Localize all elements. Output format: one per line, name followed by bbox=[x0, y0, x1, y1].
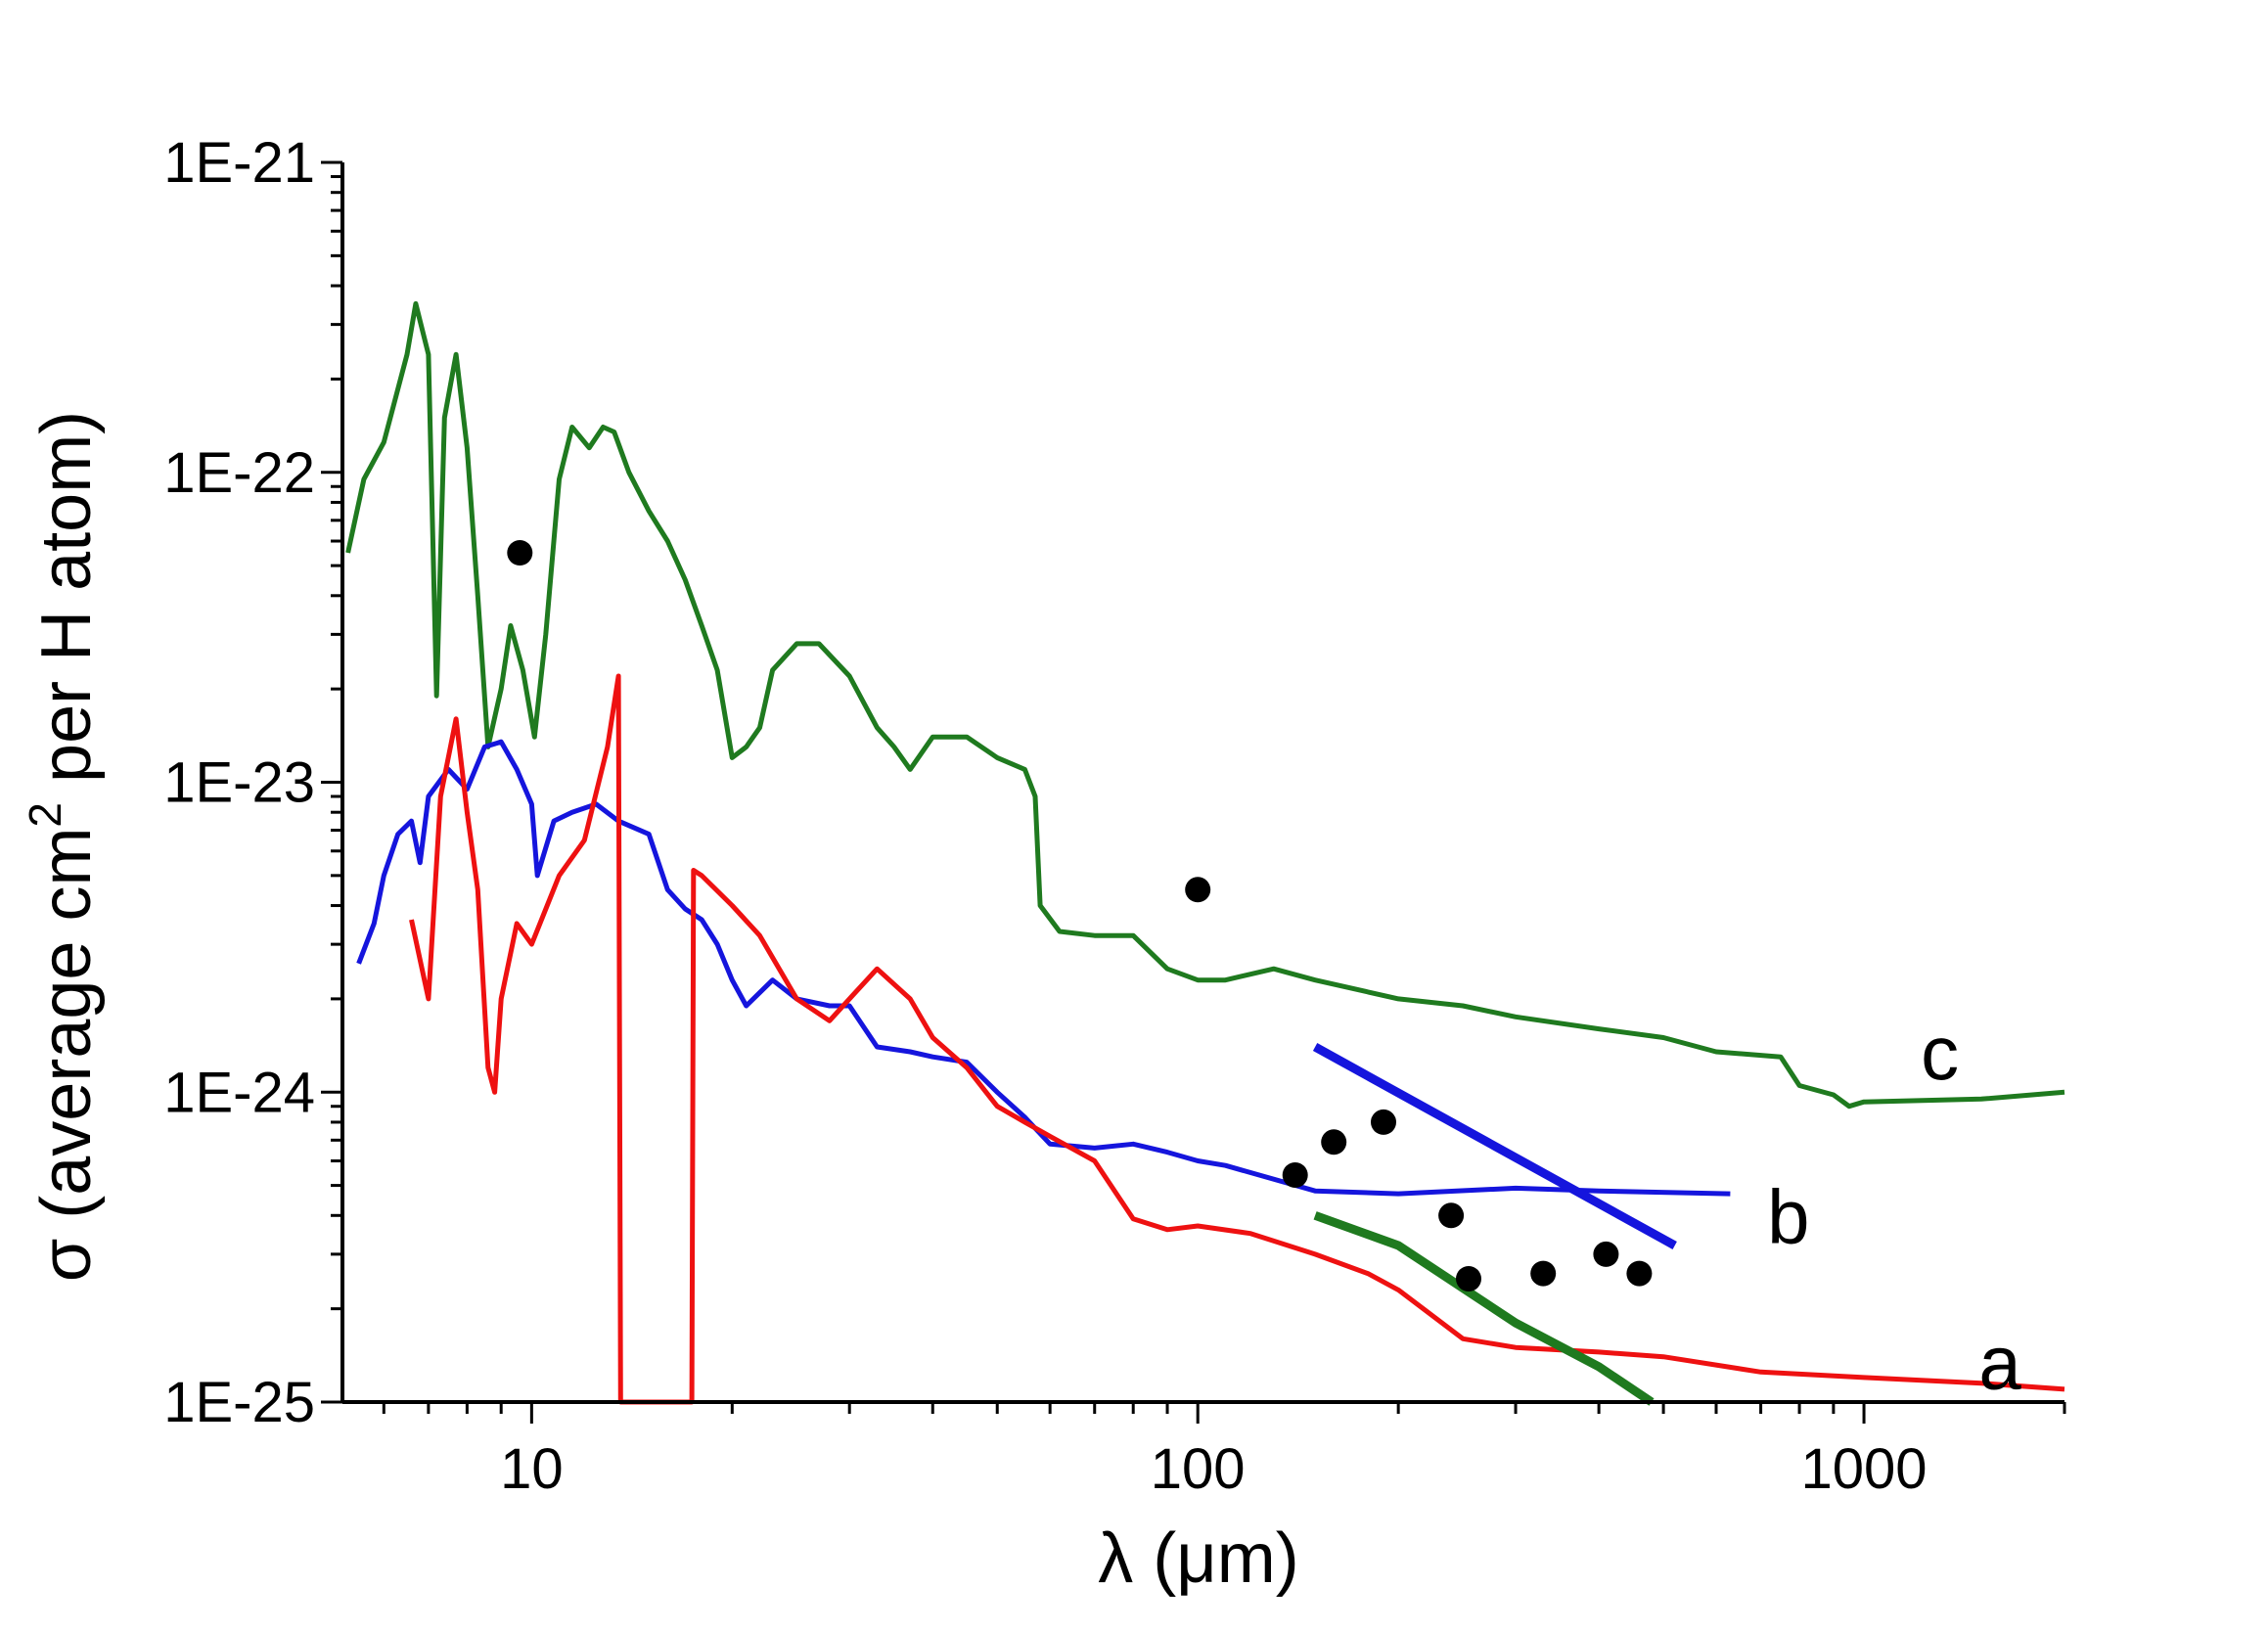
x-axis-title: λ (μm) bbox=[1098, 1519, 1298, 1598]
data-point-0 bbox=[507, 540, 533, 566]
y-tick-label: 1E-23 bbox=[163, 751, 315, 815]
curve-label-b: b bbox=[1767, 1173, 1809, 1259]
series-blue-spectrum bbox=[356, 739, 1731, 1197]
y-axis-title-prefix: σ (average cm bbox=[27, 828, 106, 1283]
data-point-3 bbox=[1321, 1129, 1347, 1155]
y-axis-title: σ (average cm2 per H atom) bbox=[20, 411, 106, 1282]
series-blue-fit-line bbox=[1312, 1043, 1677, 1249]
plot-lines bbox=[345, 300, 2065, 1406]
y-tick-label: 1E-24 bbox=[163, 1061, 315, 1124]
curve-label-c: c bbox=[1921, 1010, 1959, 1096]
data-point-2 bbox=[1282, 1162, 1308, 1188]
data-point-7 bbox=[1530, 1260, 1557, 1287]
data-point-6 bbox=[1456, 1266, 1481, 1291]
x-tick-label: 10 bbox=[500, 1437, 564, 1501]
data-point-5 bbox=[1438, 1202, 1465, 1229]
data-point-1 bbox=[1185, 877, 1211, 903]
data-point-4 bbox=[1371, 1109, 1396, 1135]
tick-labels: 1E-25 1E-24 1E-23 1E-22 1E-21 10 100 1000 bbox=[163, 131, 1927, 1501]
scatter-points bbox=[507, 540, 1653, 1291]
series-green-spectrum bbox=[345, 300, 2065, 1110]
x-tick-label: 100 bbox=[1151, 1437, 1246, 1501]
y-axis-title-superscript: 2 bbox=[20, 802, 70, 828]
curve-label-a: a bbox=[1978, 1320, 2021, 1406]
curve-labels: c b a bbox=[1767, 1010, 2021, 1406]
y-tick-label: 1E-21 bbox=[163, 131, 315, 195]
series-green-fit-line bbox=[1313, 1211, 1655, 1406]
y-axis-title-suffix: per H atom) bbox=[27, 411, 106, 802]
axes bbox=[321, 160, 2066, 1424]
data-point-8 bbox=[1593, 1241, 1619, 1267]
y-tick-label: 1E-22 bbox=[163, 441, 315, 505]
series-red-spectrum bbox=[409, 673, 2065, 1405]
x-tick-label: 1000 bbox=[1801, 1437, 1928, 1501]
y-tick-label: 1E-25 bbox=[163, 1371, 315, 1434]
data-point-9 bbox=[1626, 1260, 1653, 1287]
